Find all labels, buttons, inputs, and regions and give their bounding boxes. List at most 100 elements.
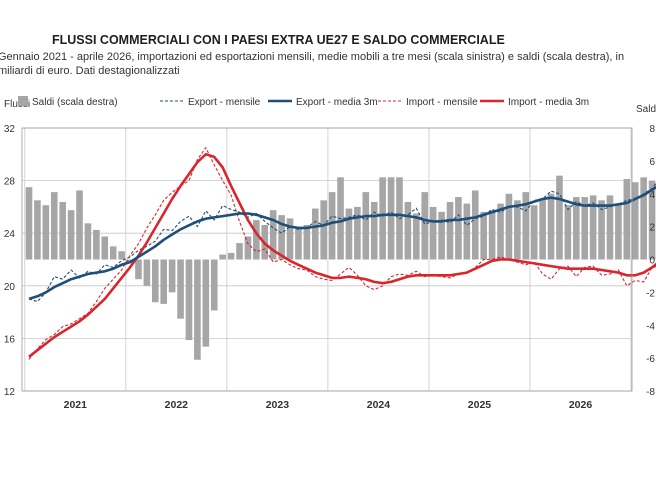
saldi-bar <box>160 259 168 304</box>
saldi-bar <box>606 195 614 260</box>
saldi-bar <box>421 192 429 260</box>
saldi-bar <box>379 177 386 260</box>
saldi-bar <box>354 206 361 260</box>
saldi-bar <box>59 201 66 260</box>
right-tick-label: 8 <box>649 124 655 135</box>
saldi-bar <box>480 211 487 260</box>
saldi-bars <box>25 175 656 360</box>
saldi-bar <box>303 224 311 260</box>
saldi-bar <box>84 223 92 260</box>
legend-label: Saldi (scala destra) <box>32 97 118 108</box>
saldi-bar <box>286 218 294 260</box>
saldi-bar <box>25 187 33 260</box>
left-tick-label: 24 <box>4 229 16 240</box>
saldi-bar <box>210 259 218 311</box>
saldi-bar <box>539 198 546 260</box>
saldi-bar <box>471 190 479 260</box>
chart-title: FLUSSI COMMERCIALI CON I PAESI EXTRA UE2… <box>52 33 505 47</box>
saldi-bar <box>152 259 159 303</box>
saldi-bar <box>530 205 538 260</box>
x-tick-label: 2021 <box>64 399 88 411</box>
saldi-bar <box>488 210 496 260</box>
saldi-bar <box>556 175 563 260</box>
saldi-bar <box>219 254 226 260</box>
saldi-bar <box>404 201 412 260</box>
right-tick-label: 2 <box>649 223 655 234</box>
saldi-bar <box>236 243 243 260</box>
saldi-bar <box>514 200 521 260</box>
left-tick-label: 12 <box>4 387 16 398</box>
saldi-bar <box>328 192 336 260</box>
saldi-bar <box>455 197 462 260</box>
legend-label: Import - media 3m <box>508 97 589 108</box>
right-tick-label: 0 <box>649 256 655 267</box>
export-mensile-line <box>28 182 656 303</box>
saldi-bar <box>311 208 319 260</box>
saldi-bar <box>118 251 125 260</box>
saldi-bar <box>522 192 530 260</box>
saldi-bar <box>135 259 142 280</box>
legend-item: Import - media 3m <box>480 97 589 108</box>
saldi-bar <box>244 236 252 260</box>
saldi-bar <box>547 193 555 260</box>
right-tick-label: -6 <box>646 354 655 365</box>
saldi-bar <box>598 200 605 260</box>
saldi-bar <box>143 259 151 286</box>
x-tick-label: 2025 <box>468 399 492 411</box>
legend-item: Import - mensile <box>378 97 478 108</box>
left-tick-label: 32 <box>4 124 16 135</box>
left-tick-label: 28 <box>4 177 16 188</box>
left-tick-label: 16 <box>4 334 16 345</box>
saldi-bar <box>101 236 109 260</box>
saldi-bar <box>34 200 41 260</box>
saldi-bar <box>320 200 327 260</box>
export-media-3m-line <box>28 185 656 301</box>
saldi-bar <box>269 210 277 260</box>
right-tick-label: -2 <box>646 288 655 299</box>
saldi-bar <box>615 203 622 260</box>
x-tick-label: 2026 <box>569 399 593 411</box>
legend-swatch <box>18 96 28 106</box>
left-tick-label: 20 <box>4 282 16 293</box>
saldi-bar <box>573 197 580 260</box>
saldi-bar <box>446 201 454 260</box>
left-axis-label: Flussi <box>4 99 30 110</box>
saldi-bar <box>93 229 100 260</box>
series-lines <box>28 147 656 360</box>
saldi-bar <box>227 252 235 260</box>
legend-label: Export - media 3m <box>296 97 378 108</box>
saldi-bar <box>76 190 83 260</box>
saldi-bar <box>345 208 353 260</box>
saldi-bar <box>202 259 210 347</box>
saldi-bar <box>631 182 639 260</box>
saldi-bar <box>581 197 589 260</box>
saldi-bar <box>168 259 176 293</box>
saldi-bar <box>362 192 370 260</box>
legend-item: Export - mensile <box>160 97 261 108</box>
x-tick-label: 2023 <box>266 399 290 411</box>
saldi-bar <box>295 228 302 260</box>
saldi-bar <box>370 201 378 260</box>
saldi-bar <box>109 246 117 260</box>
right-tick-label: 6 <box>649 157 655 168</box>
legend: Saldi (scala destra) Export - mensile Expo… <box>18 96 589 108</box>
saldi-bar <box>463 203 471 260</box>
saldi-bar <box>648 180 656 260</box>
saldi-bar <box>253 220 260 260</box>
saldi-bar <box>42 205 50 260</box>
saldi-bar <box>413 213 420 260</box>
saldi-bar <box>640 177 647 260</box>
legend-label: Export - mensile <box>188 97 261 108</box>
right-tick-label: -4 <box>646 321 655 332</box>
saldi-bar <box>623 178 631 260</box>
chart-subtitle: Gennaio 2021 - aprile 2026, importazioni… <box>0 51 625 77</box>
saldi-bar <box>589 195 597 260</box>
right-tick-label: 4 <box>649 190 655 201</box>
saldi-bar <box>50 192 58 260</box>
saldi-bar <box>185 259 193 341</box>
saldi-bar <box>387 177 395 260</box>
right-axis-label: Saldi <box>636 104 656 115</box>
legend-item: Saldi (scala destra) <box>18 96 118 108</box>
